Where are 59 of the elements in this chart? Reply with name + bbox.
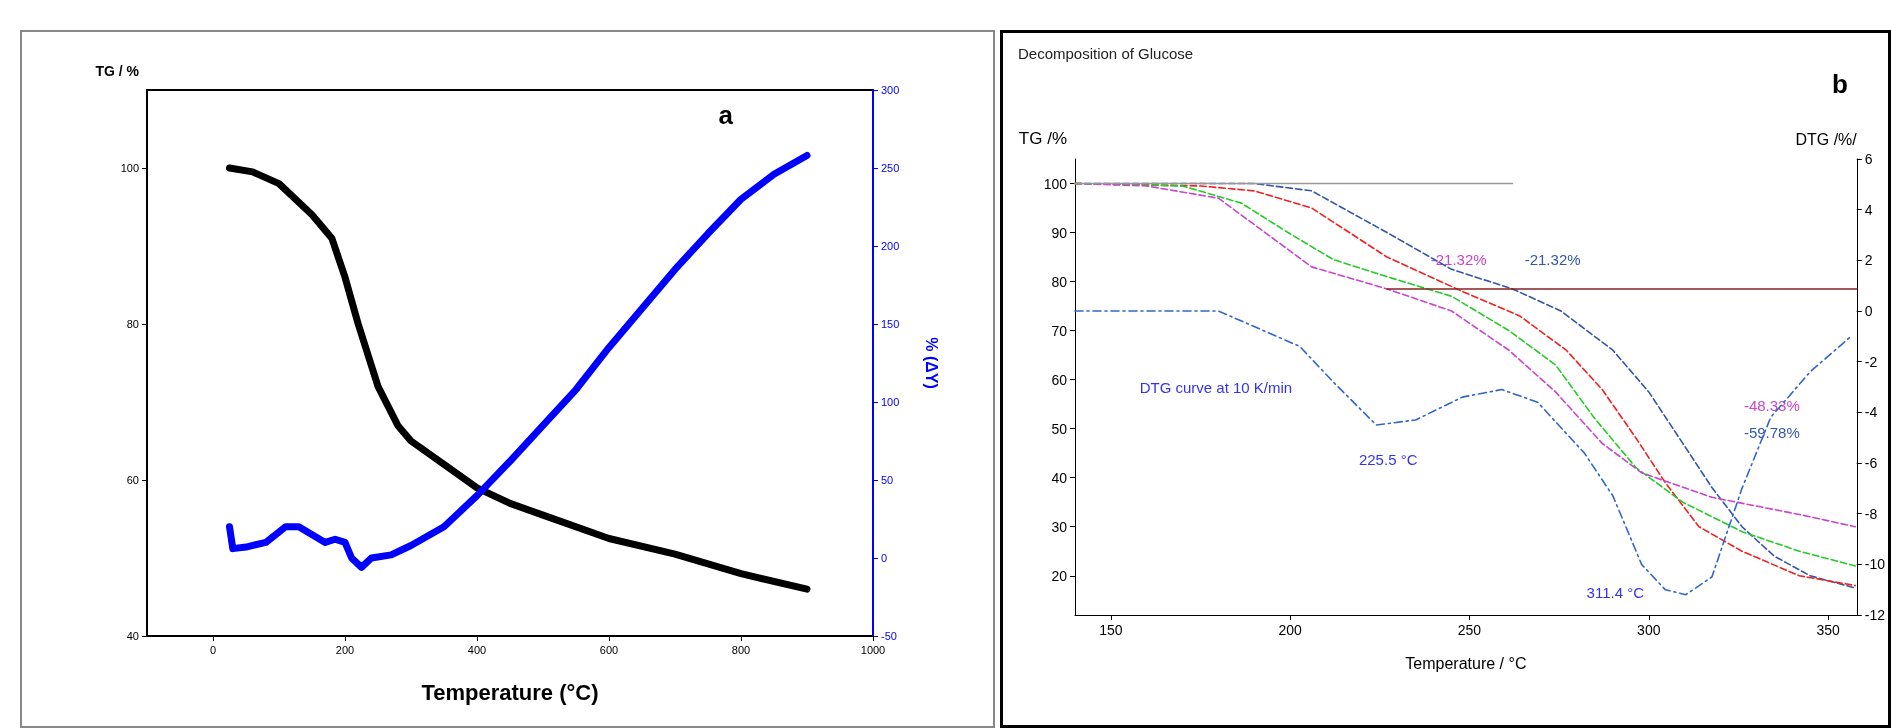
x-axis-title: Temperature / °C <box>1405 654 1527 672</box>
y-tick-label: 100 <box>120 162 139 174</box>
y-tick-label: 70 <box>1051 322 1068 339</box>
annotation: a <box>718 100 734 130</box>
y2-axis-title: DTG /%/ <box>1795 130 1858 148</box>
y-tick-label: 60 <box>1051 371 1068 388</box>
y2-tick-label: -4 <box>1864 404 1878 421</box>
x-tick-label: 200 <box>335 643 355 656</box>
x-tick-label: 350 <box>1816 622 1840 638</box>
y2-tick-label: 6 <box>1864 151 1873 167</box>
x-tick-label: 800 <box>731 643 751 656</box>
annotation: DTG curve at 10 K/min <box>1139 378 1293 396</box>
annotation: -48.33% <box>1743 396 1800 414</box>
line-series <box>1074 310 1852 596</box>
text: b <box>1832 69 1849 99</box>
chart-title: Decomposition of Glucose <box>1018 45 1194 62</box>
y-tick-label: 30 <box>1051 518 1068 535</box>
y2-tick-label: 200 <box>881 240 900 252</box>
x-tick-label: 600 <box>599 643 619 656</box>
y-axis-title: TG / % <box>95 63 140 79</box>
y-tick-label: 40 <box>126 630 139 642</box>
y2-tick-label: -2 <box>1864 353 1878 370</box>
annotation: 311.4 °C <box>1586 583 1645 601</box>
x-tick-label: 300 <box>1637 622 1661 638</box>
y2-tick-label: 150 <box>881 318 900 330</box>
y2-tick-label: -12 <box>1864 607 1886 623</box>
y2-tick-label: 0 <box>1864 303 1873 319</box>
annotation: -21.32% <box>1430 250 1487 268</box>
y-tick-label: 80 <box>1051 273 1068 290</box>
y2-tick-label: 4 <box>1864 201 1873 218</box>
x-tick-label: 0 <box>209 643 217 656</box>
y-axis-title: TG /% <box>1018 129 1067 148</box>
y2-tick-label: -50 <box>881 630 897 642</box>
y2-tick-label: 2 <box>1864 252 1873 269</box>
x-axis-title: Temperature (°C) <box>421 679 599 705</box>
x-tick-label: 1000 <box>860 643 886 656</box>
annotation: -59.78% <box>1743 424 1800 442</box>
y2-tick-label: 0 <box>881 552 888 564</box>
y2-tick-label: 50 <box>881 474 894 486</box>
y-tick-label: 90 <box>1051 224 1068 241</box>
y-tick-label: 50 <box>1051 420 1068 437</box>
y2-tick-label: -8 <box>1864 505 1878 522</box>
y-tick-label: 40 <box>1051 469 1068 486</box>
y2-tick-label: 250 <box>881 162 900 174</box>
y2-tick-label: -10 <box>1864 556 1886 573</box>
x-tick-label: 150 <box>1099 622 1123 638</box>
y-tick-label: 60 <box>126 474 139 486</box>
y2-tick-label: 100 <box>881 396 900 408</box>
y-tick-label: 100 <box>1043 175 1068 192</box>
y-tick-label: 80 <box>126 318 139 330</box>
x-tick-label: 400 <box>467 643 487 656</box>
y-tick-label: 20 <box>1051 567 1068 584</box>
y2-tick-label: 300 <box>881 84 900 96</box>
y2-tick-label: -6 <box>1864 455 1878 471</box>
annotation: 225.5 °C <box>1358 451 1418 469</box>
x-tick-label: 200 <box>1278 622 1303 638</box>
annotation: -21.32% <box>1524 250 1581 268</box>
x-tick-label: 250 <box>1457 622 1482 638</box>
y2-axis-title: % (ΔY) <box>922 337 940 389</box>
